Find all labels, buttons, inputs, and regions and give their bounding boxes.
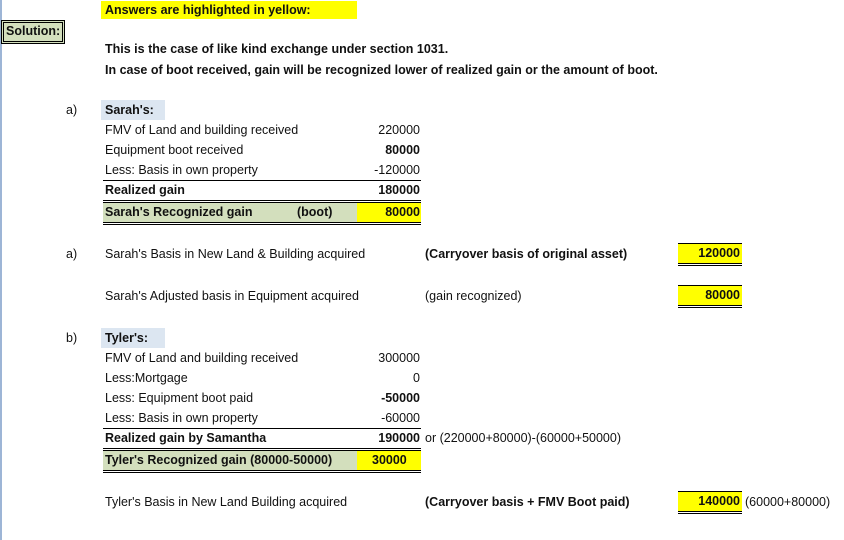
sarah-recognized-note: (boot)	[297, 205, 333, 219]
tyler-recognized-value: 30000	[372, 453, 407, 467]
row-label: Less:Mortgage	[105, 371, 188, 385]
recognized-row-bg	[103, 203, 357, 222]
row-value: -120000	[374, 163, 420, 177]
row-label: FMV of Land and building received	[105, 123, 299, 137]
solution-label: Solution:	[1, 20, 66, 44]
row-label: Less: Basis in own property	[105, 411, 258, 425]
recognized-value-bg	[357, 203, 421, 222]
double-divider	[103, 222, 421, 225]
tyler-basis-calc: (60000+80000)	[745, 495, 831, 509]
row-note: or (220000+80000)-(60000+50000)	[425, 431, 621, 445]
divider	[103, 428, 421, 429]
tyler-recognized-label: Tyler's Recognized gain (80000-50000)	[105, 453, 333, 467]
sarah-equipment-basis-value: 80000	[678, 286, 742, 305]
row-label: Realized gain	[105, 183, 185, 197]
sheet-border	[0, 0, 2, 540]
double-divider	[103, 470, 421, 473]
row-value: 300000	[378, 351, 420, 365]
basis-note: (Carryover basis of original asset)	[425, 247, 628, 261]
basis-note: (gain recognized)	[425, 289, 522, 303]
row-value: -60000	[381, 411, 420, 425]
row-value: 220000	[378, 123, 420, 137]
divider	[103, 180, 421, 181]
divider	[678, 285, 742, 286]
row-label: Realized gain by Samantha	[105, 431, 267, 445]
double-divider	[103, 448, 421, 451]
double-divider	[678, 263, 742, 266]
sarah-recognized-value: 80000	[385, 205, 420, 219]
recognized-value-bg	[357, 451, 421, 470]
row-label: FMV of Land and building received	[105, 351, 299, 365]
sarah-title: Sarah's:	[101, 100, 165, 120]
basis-label: Sarah's Adjusted basis in Equipment acqu…	[105, 289, 359, 303]
recognized-row-bg	[103, 451, 357, 470]
double-divider	[103, 200, 421, 203]
row-value: 80000	[385, 143, 420, 157]
section-marker: b)	[66, 331, 78, 345]
row-label: Less: Equipment boot paid	[105, 391, 254, 405]
row-label: Less: Basis in own property	[105, 163, 258, 177]
divider	[678, 243, 742, 244]
intro-line-1: This is the case of like kind exchange u…	[105, 42, 449, 56]
double-divider	[678, 511, 742, 514]
row-value: 180000	[378, 183, 420, 197]
basis-label: Sarah's Basis in New Land & Building acq…	[105, 247, 366, 261]
tyler-basis-value: 140000	[678, 492, 742, 511]
row-value: 190000	[378, 431, 420, 445]
sarah-land-basis-value: 120000	[678, 244, 742, 263]
double-divider	[678, 305, 742, 308]
section-marker: a)	[66, 247, 78, 261]
intro-line-2: In case of boot received, gain will be r…	[105, 63, 658, 77]
row-label: Equipment boot received	[105, 143, 244, 157]
tyler-title: Tyler's:	[101, 328, 165, 348]
section-marker: a)	[66, 103, 78, 117]
sarah-recognized-label: Sarah's Recognized gain	[105, 205, 253, 219]
answers-note: Answers are highlighted in yellow:	[101, 1, 357, 19]
basis-note: (Carryover basis + FMV Boot paid)	[425, 495, 630, 509]
row-value: 0	[413, 371, 420, 385]
row-value: -50000	[381, 391, 420, 405]
divider	[678, 491, 742, 492]
basis-label: Tyler's Basis in New Land Building acqui…	[105, 495, 348, 509]
